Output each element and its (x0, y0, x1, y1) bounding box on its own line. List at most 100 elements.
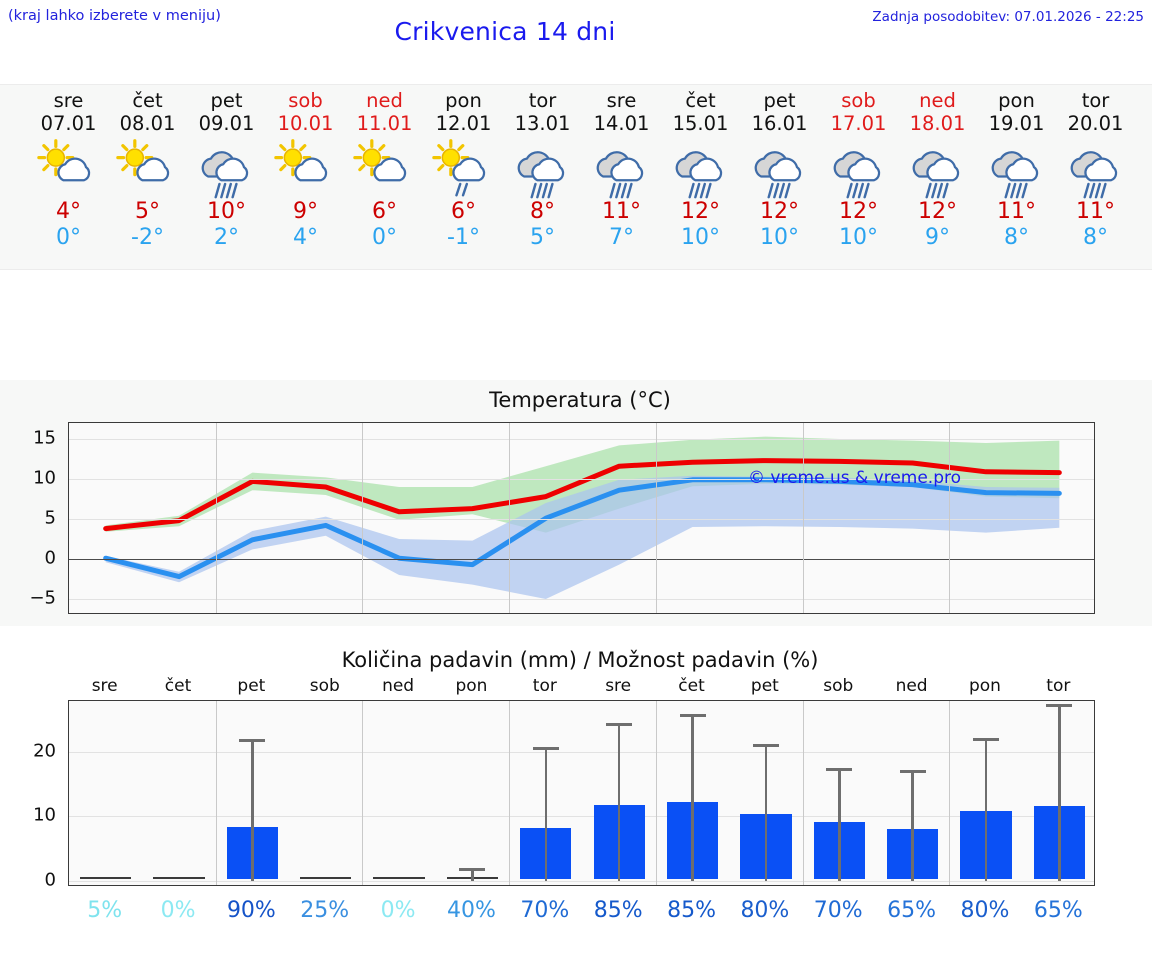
temp-min: 10° (839, 225, 878, 250)
temp-max: 11° (997, 199, 1036, 224)
precipitation-error-bar (544, 747, 548, 881)
precipitation-bar[interactable] (300, 876, 352, 879)
precipitation-day-label: pon (455, 676, 488, 696)
precipitation-error-bar (1058, 704, 1061, 881)
precipitation-day-label: čet (678, 676, 705, 696)
temperature-gridline-v (215, 423, 217, 613)
precipitation-error-cap (899, 770, 926, 774)
day-date: 12.01 (435, 112, 492, 135)
precipitation-probability: 85% (667, 898, 716, 923)
day-of-week: sre (606, 89, 637, 112)
day-date: 10.01 (277, 112, 334, 135)
temperature-tick-label: 5 (44, 507, 56, 529)
precipitation-probability: 0% (160, 898, 196, 923)
day-column[interactable]: čet 08.01 5° -2° (108, 85, 187, 251)
precipitation-day-label: sre (605, 676, 632, 696)
temperature-chart-title: Temperatura (°C) (489, 388, 671, 412)
day-column[interactable]: sre 07.01 4° 0° (29, 85, 108, 251)
temperature-gridline (69, 599, 1094, 600)
temperature-gridline (69, 519, 1094, 520)
day-of-week: pon (445, 89, 482, 112)
precipitation-bar[interactable] (373, 876, 425, 879)
day-of-week: sob (841, 89, 876, 112)
precipitation-gridline-v (215, 701, 217, 885)
precipitation-probability: 25% (300, 898, 350, 923)
day-of-week: tor (1081, 89, 1110, 112)
day-column[interactable]: sob 10.01 9° 4° (266, 85, 345, 251)
day-column[interactable]: pet 09.01 10° 2° (187, 85, 266, 251)
cloud-rain-icon (661, 137, 740, 199)
precipitation-day-label: sob (823, 676, 854, 696)
precipitation-day-label: pet (750, 676, 779, 696)
temperature-gridline (69, 559, 1094, 560)
temp-min: -2° (131, 225, 164, 250)
temperature-chart-plot (68, 422, 1095, 614)
day-date: 08.01 (119, 112, 176, 135)
day-column[interactable]: ned 18.01 12° 9° (898, 85, 977, 251)
temp-min: 8° (1004, 225, 1029, 250)
precipitation-probability: 80% (960, 898, 1010, 923)
day-column[interactable]: ned 11.01 6° 0° (345, 85, 424, 251)
precipitation-probability: 0% (380, 898, 416, 923)
precipitation-gridline-v (949, 701, 951, 885)
precipitation-bar[interactable] (153, 876, 205, 879)
precipitation-error-cap (972, 737, 999, 741)
precipitation-day-label: tor (1046, 676, 1071, 696)
cloud-rain-icon (898, 137, 977, 199)
precipitation-error-bar (691, 713, 694, 881)
last-updated: Zadnja posodobitev: 07.01.2026 - 22:25 (872, 9, 1144, 25)
temp-min: 0° (56, 225, 81, 250)
day-of-week: sob (288, 89, 323, 112)
day-date: 17.01 (830, 112, 887, 135)
temp-max: 9° (293, 199, 318, 224)
day-date: 15.01 (672, 112, 729, 135)
temp-max: 4° (56, 199, 81, 224)
temp-max: 10° (207, 199, 246, 224)
precipitation-day-label: pet (237, 676, 266, 696)
precipitation-bar[interactable] (80, 876, 132, 879)
precipitation-error-cap (826, 767, 853, 771)
day-column[interactable]: tor 13.01 8° 5° (503, 85, 582, 251)
precipitation-gridline-v (509, 701, 511, 885)
cloud-rain-icon (977, 137, 1056, 199)
day-date: 14.01 (593, 112, 650, 135)
day-of-week: pet (763, 89, 796, 112)
temp-max: 11° (1076, 199, 1115, 224)
precipitation-chart-title: Količina padavin (mm) / Možnost padavin … (341, 648, 819, 672)
watermark-label: © vreme.us & vreme.pro (748, 468, 962, 488)
precipitation-probability: 40% (447, 898, 496, 923)
temp-min: 9° (925, 225, 950, 250)
temperature-gridline-v (949, 423, 951, 613)
day-column[interactable]: pon 19.01 11° 8° (977, 85, 1056, 251)
precipitation-error-cap (532, 747, 559, 751)
temperature-gridline-v (509, 423, 511, 613)
day-of-week: pon (998, 89, 1035, 112)
temp-min: 10° (760, 225, 799, 250)
precipitation-day-label: sob (309, 676, 340, 696)
day-column[interactable]: sre 14.01 11° 7° (582, 85, 661, 251)
day-of-week: tor (528, 89, 557, 112)
day-of-week: čet (132, 89, 163, 112)
day-column[interactable]: pet 16.01 12° 10° (740, 85, 819, 251)
day-column[interactable]: čet 15.01 12° 10° (661, 85, 740, 251)
day-of-week: ned (919, 89, 956, 112)
temperature-gridline-v (362, 423, 364, 613)
day-column[interactable]: tor 20.01 11° 8° (1056, 85, 1135, 251)
precipitation-error-bar (251, 739, 254, 881)
precipitation-tick-label: 20 (33, 740, 56, 762)
temperature-tick-label: 10 (33, 467, 56, 489)
precipitation-error-bar (837, 767, 841, 881)
temp-min: 2° (214, 225, 239, 250)
day-column[interactable]: sob 17.01 12° 10° (819, 85, 898, 251)
precipitation-probability: 70% (520, 898, 570, 923)
day-column[interactable]: pon 12.01 6° -1° (424, 85, 503, 251)
header-bar: (kraj lahko izberete v meniju) Crikvenic… (0, 0, 1152, 82)
precipitation-day-label: pon (968, 676, 1001, 696)
precipitation-day-label: ned (382, 676, 415, 696)
precipitation-day-label: ned (895, 676, 928, 696)
day-date: 09.01 (198, 112, 255, 135)
temp-max: 12° (918, 199, 957, 224)
cloud-rain-icon (1056, 137, 1135, 199)
precipitation-tick-label: 0 (44, 869, 56, 891)
cloud-rain-icon (582, 137, 661, 199)
